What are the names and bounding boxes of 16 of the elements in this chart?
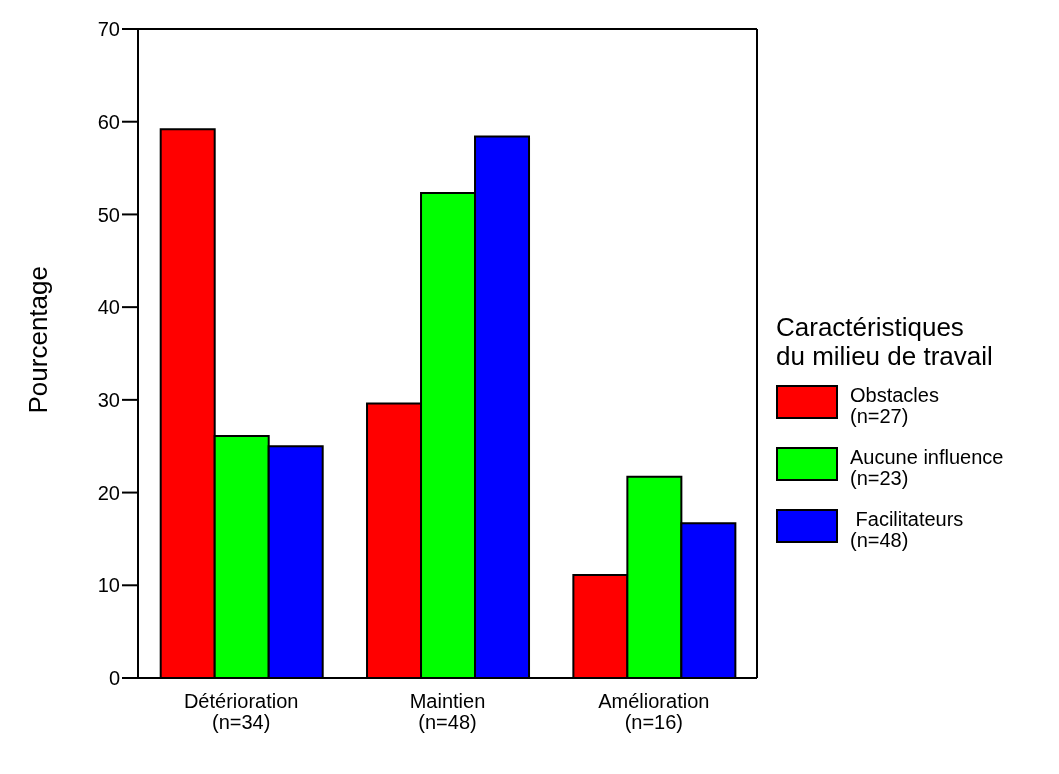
legend-label: Obstacles (n=27): [850, 384, 939, 427]
y-tick-label: 30: [97, 388, 120, 411]
x-tick-label: Amélioration (n=16): [598, 690, 710, 733]
y-tick-label: 50: [97, 203, 120, 226]
y-tick-label: 20: [97, 481, 120, 504]
x-tick-label: Détérioration (n=34): [183, 690, 299, 733]
legend-title: Caractéristiques du milieu de travail: [776, 312, 994, 371]
legend-label: Facilitateurs (n=48): [850, 508, 964, 551]
y-tick-label: 60: [97, 110, 120, 133]
y-tick-label: 40: [97, 296, 120, 319]
legend-label: Aucune influence (n=23): [850, 446, 1004, 489]
x-tick-label: Maintien (n=48): [409, 690, 486, 733]
y-tick-label: 70: [97, 18, 120, 41]
y-tick-label: 10: [97, 574, 120, 597]
y-axis-title: Pourcentage: [23, 266, 54, 414]
y-tick-label: 0: [108, 667, 120, 690]
